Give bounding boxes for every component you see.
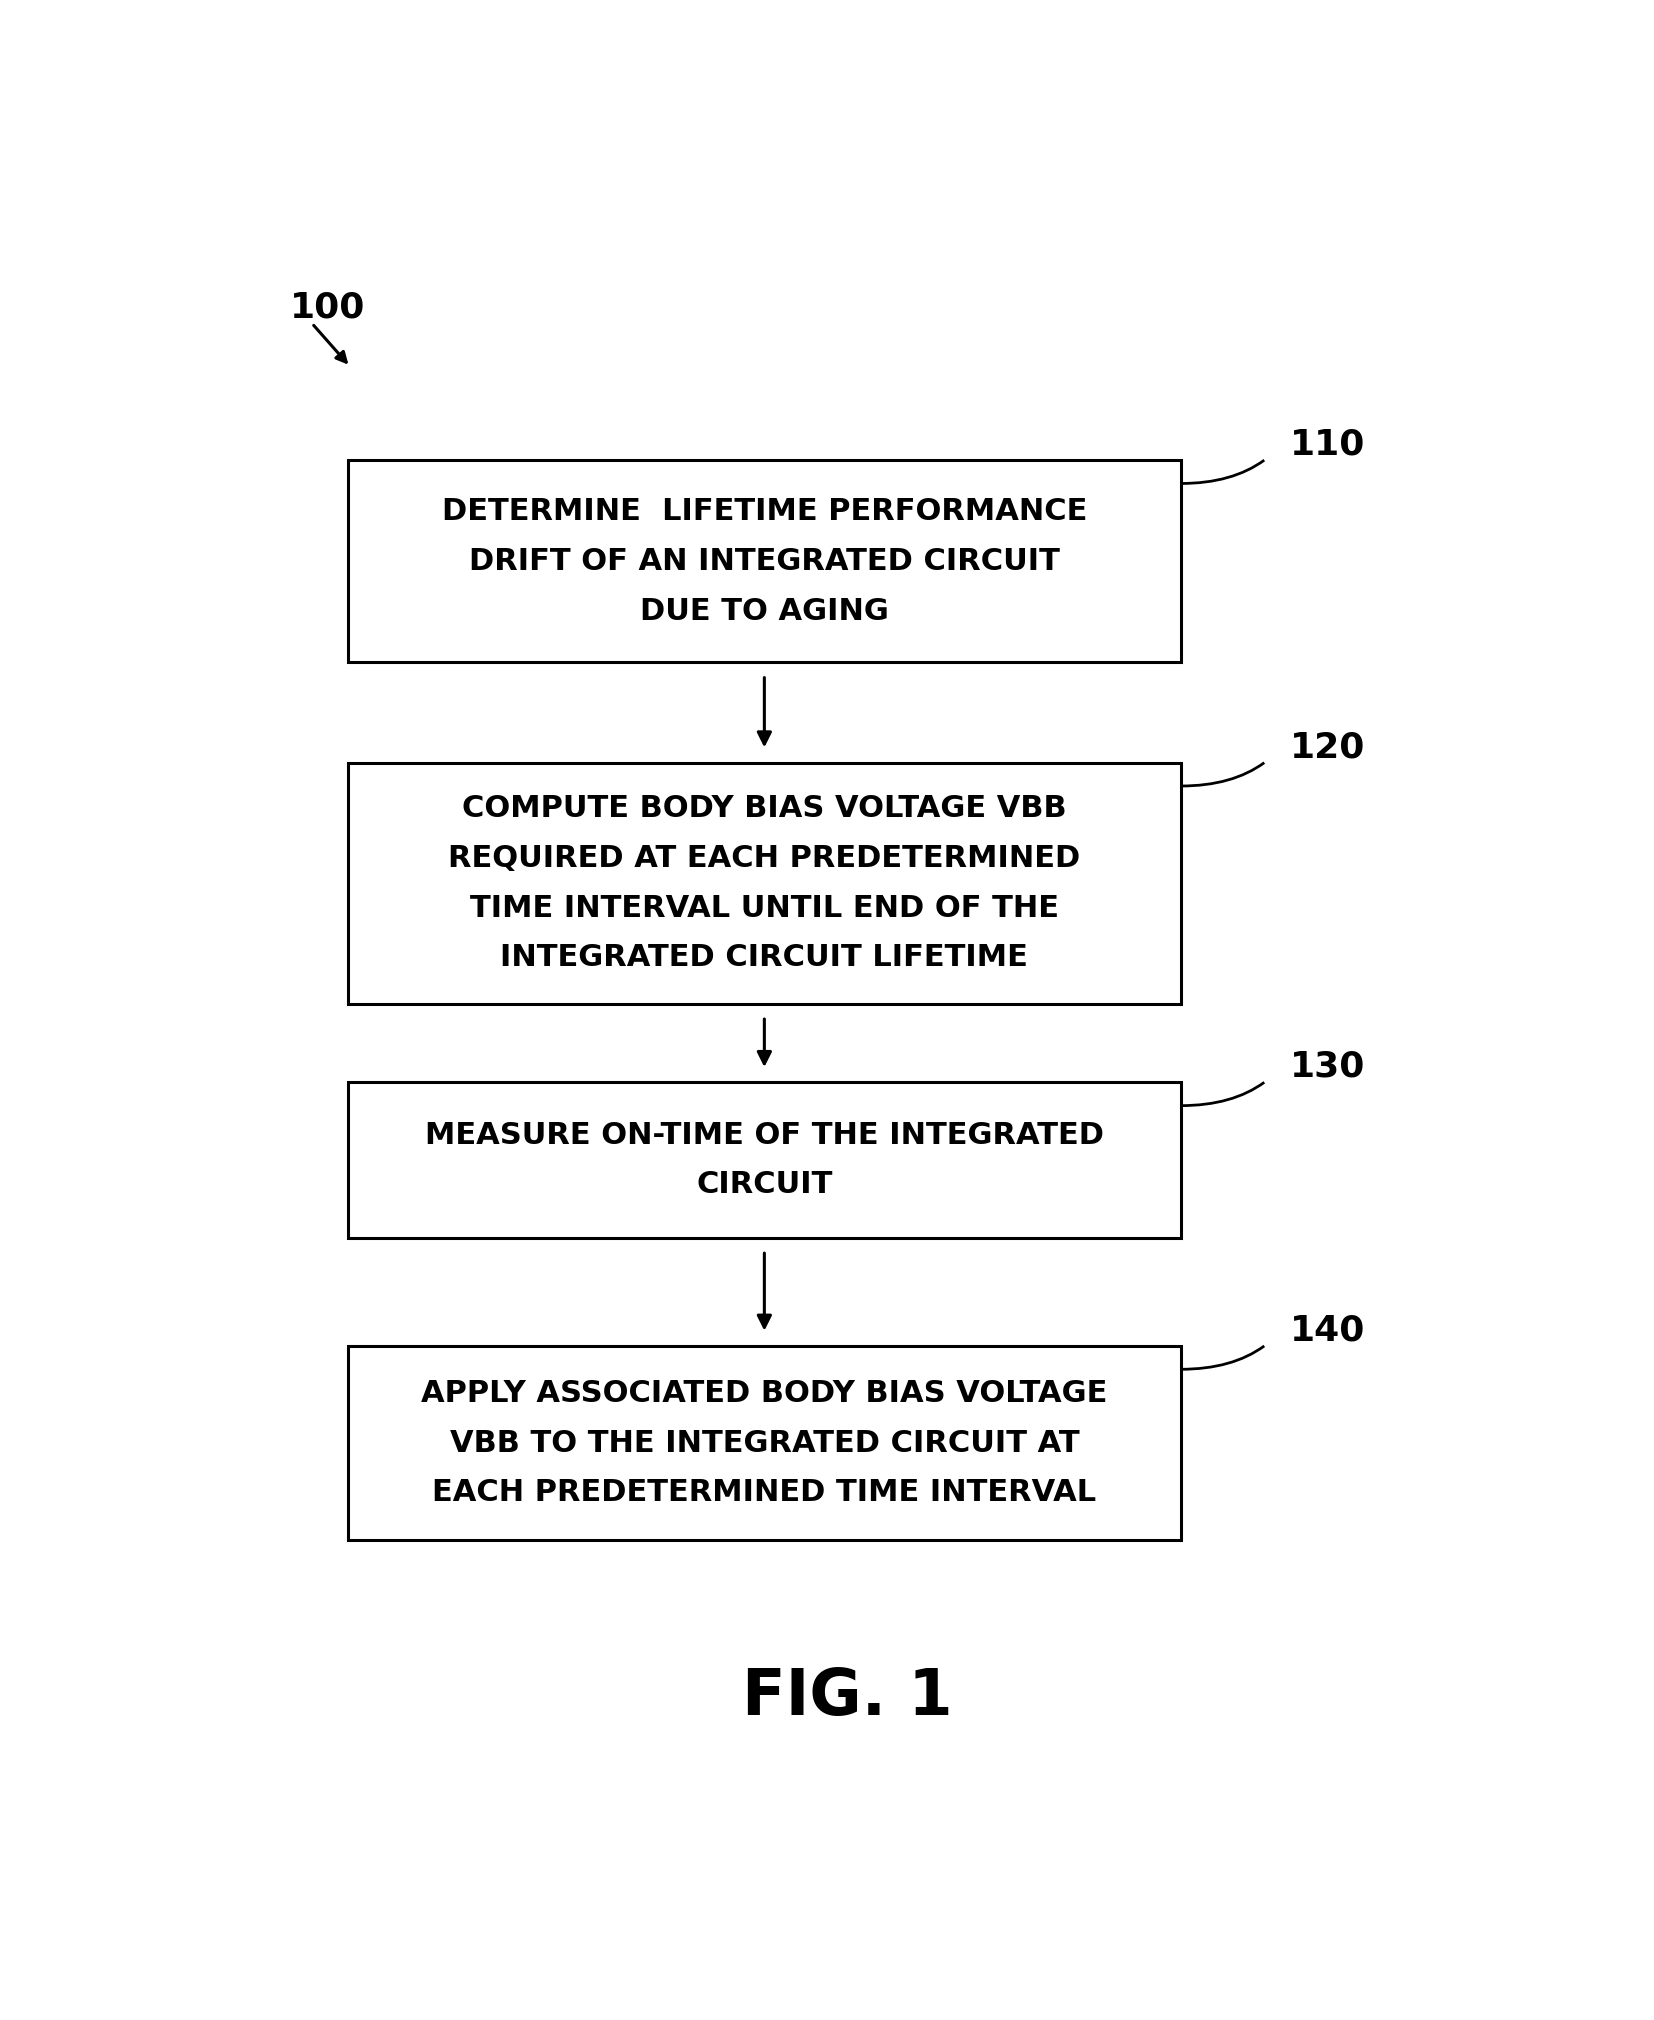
Text: REQUIRED AT EACH PREDETERMINED: REQUIRED AT EACH PREDETERMINED bbox=[448, 844, 1080, 873]
Bar bbox=[347, 1083, 1181, 1238]
Text: EACH PREDETERMINED TIME INTERVAL: EACH PREDETERMINED TIME INTERVAL bbox=[432, 1479, 1097, 1507]
Text: 120: 120 bbox=[1290, 729, 1365, 764]
Text: 100: 100 bbox=[289, 291, 366, 325]
Text: INTEGRATED CIRCUIT LIFETIME: INTEGRATED CIRCUIT LIFETIME bbox=[501, 943, 1029, 972]
Text: 110: 110 bbox=[1290, 428, 1365, 463]
Text: APPLY ASSOCIATED BODY BIAS VOLTAGE: APPLY ASSOCIATED BODY BIAS VOLTAGE bbox=[422, 1380, 1108, 1408]
Text: FIG. 1: FIG. 1 bbox=[743, 1666, 953, 1727]
Text: VBB TO THE INTEGRATED CIRCUIT AT: VBB TO THE INTEGRATED CIRCUIT AT bbox=[450, 1428, 1078, 1458]
Bar bbox=[347, 1345, 1181, 1541]
Text: COMPUTE BODY BIAS VOLTAGE VBB: COMPUTE BODY BIAS VOLTAGE VBB bbox=[461, 794, 1067, 822]
Text: DUE TO AGING: DUE TO AGING bbox=[640, 596, 888, 626]
Text: MEASURE ON-TIME OF THE INTEGRATED: MEASURE ON-TIME OF THE INTEGRATED bbox=[425, 1121, 1103, 1149]
Bar bbox=[347, 461, 1181, 663]
Text: DRIFT OF AN INTEGRATED CIRCUIT: DRIFT OF AN INTEGRATED CIRCUIT bbox=[470, 547, 1060, 576]
Text: 140: 140 bbox=[1290, 1313, 1365, 1347]
Bar bbox=[347, 764, 1181, 1004]
Text: TIME INTERVAL UNTIL END OF THE: TIME INTERVAL UNTIL END OF THE bbox=[470, 893, 1059, 923]
Text: CIRCUIT: CIRCUIT bbox=[696, 1170, 832, 1200]
Text: 130: 130 bbox=[1290, 1050, 1365, 1085]
Text: DETERMINE  LIFETIME PERFORMANCE: DETERMINE LIFETIME PERFORMANCE bbox=[442, 497, 1087, 525]
